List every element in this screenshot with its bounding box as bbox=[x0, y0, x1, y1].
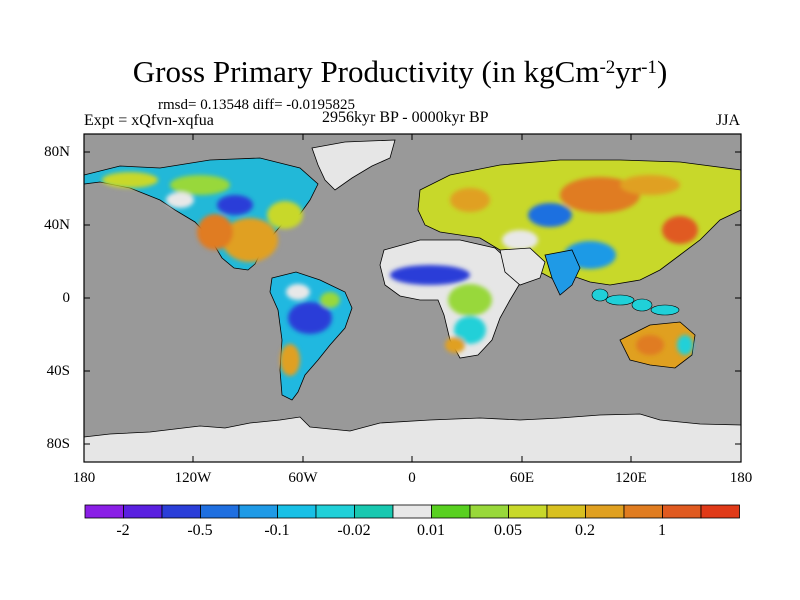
colorbar-swatch bbox=[123, 504, 163, 519]
colorbar-swatch bbox=[431, 504, 471, 519]
y-tick-80s: 80S bbox=[46, 436, 70, 452]
colorbar bbox=[84, 504, 740, 519]
colorbar-label: 0.01 bbox=[417, 522, 445, 539]
colorbar-label: 1 bbox=[658, 522, 666, 539]
x-tick-120e: 120E bbox=[615, 470, 647, 486]
colorbar-swatch bbox=[546, 504, 586, 519]
colorbar-swatch bbox=[354, 504, 394, 519]
colorbar-swatch bbox=[84, 504, 124, 519]
y-tick-40n: 40N bbox=[44, 217, 70, 233]
colorbar-label: -0.5 bbox=[187, 522, 213, 539]
season-label: JJA bbox=[716, 112, 741, 129]
x-tick-120w: 120W bbox=[174, 470, 212, 486]
colorbar-swatch bbox=[585, 504, 625, 519]
colorbar-label: -0.1 bbox=[264, 522, 290, 539]
colorbar-swatch bbox=[392, 504, 432, 519]
colorbar-label: 0.05 bbox=[494, 522, 522, 539]
colorbar-swatch bbox=[662, 504, 702, 519]
colorbar-label: -0.02 bbox=[337, 522, 371, 539]
y-tick-0: 0 bbox=[62, 290, 71, 306]
colorbar-swatch bbox=[200, 504, 240, 519]
colorbar-swatch bbox=[700, 504, 740, 519]
y-tick-80n: 80N bbox=[44, 144, 70, 160]
maritime-se-asia bbox=[591, 288, 680, 316]
colorbar-label: 0.2 bbox=[575, 522, 595, 539]
experiment-label: Expt = xQfvn-xqfua bbox=[84, 112, 214, 129]
colorbar-label: -2 bbox=[116, 522, 130, 539]
colorbar-swatch bbox=[315, 504, 355, 519]
colorbar-swatch bbox=[238, 504, 278, 519]
y-tick-40s: 40S bbox=[46, 363, 70, 379]
x-tick-60e: 60E bbox=[509, 470, 535, 486]
colorbar-swatch bbox=[161, 504, 201, 519]
antarctica bbox=[83, 413, 742, 463]
greenland bbox=[311, 139, 396, 191]
colorbar-swatch bbox=[469, 504, 509, 519]
period-label: 2956kyr BP - 0000kyr BP bbox=[322, 109, 489, 126]
india bbox=[544, 249, 581, 296]
x-tick-0: 0 bbox=[408, 470, 416, 486]
arabian-peninsula bbox=[499, 247, 546, 286]
colorbar-swatch bbox=[508, 504, 548, 519]
x-tick-180e: 180 bbox=[729, 470, 753, 486]
x-tick-180w: 180 bbox=[72, 470, 96, 486]
colorbar-swatch bbox=[623, 504, 663, 519]
stats-label: rmsd= 0.13548 diff= -0.0195825 bbox=[158, 97, 356, 113]
chart-title: Gross Primary Productivity (in kgCm-2yr-… bbox=[132, 54, 668, 89]
x-tick-60w: 60W bbox=[288, 470, 318, 486]
colorbar-swatch bbox=[277, 504, 317, 519]
